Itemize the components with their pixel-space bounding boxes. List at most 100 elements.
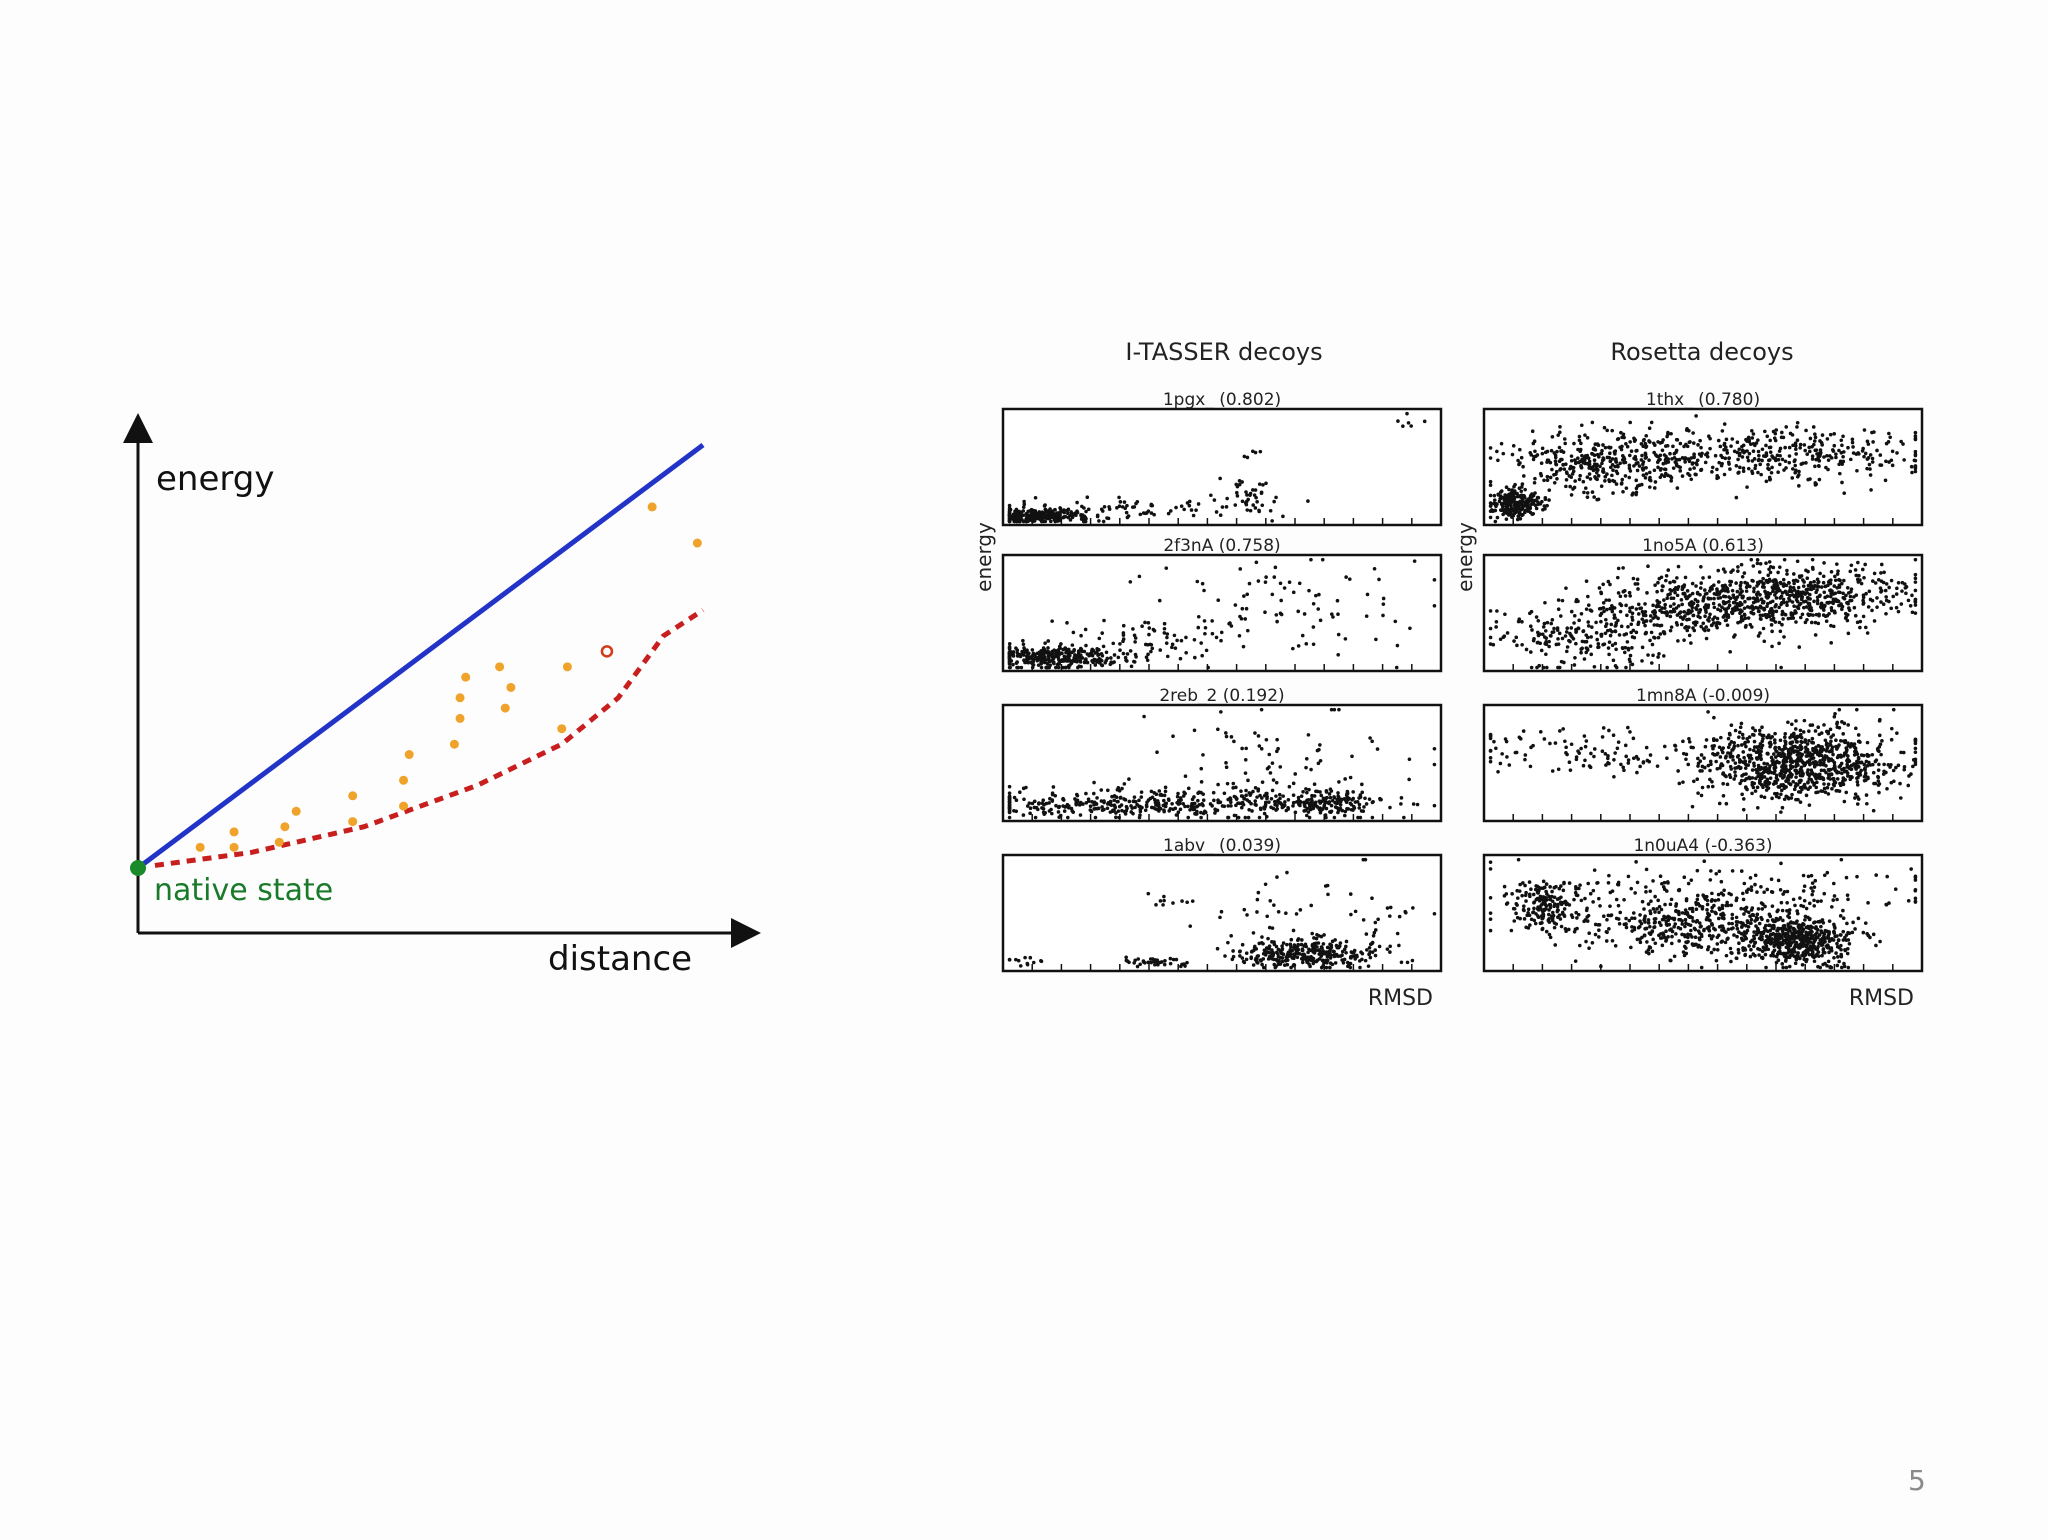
data-point: [1750, 792, 1754, 796]
data-point: [1048, 514, 1052, 518]
data-point: [1368, 736, 1372, 740]
data-point: [1054, 804, 1058, 808]
data-point: [1012, 512, 1016, 516]
data-point: [1386, 906, 1390, 910]
data-point: [1742, 797, 1746, 801]
data-point: [1100, 507, 1104, 511]
data-point: [1328, 810, 1332, 814]
data-point: [1784, 425, 1788, 429]
data-point: [1614, 647, 1618, 651]
data-point: [1192, 795, 1196, 799]
data-point: [1914, 453, 1918, 457]
data-point: [1825, 601, 1829, 605]
data-point: [1694, 414, 1698, 418]
data-point: [1650, 661, 1654, 665]
data-point: [1133, 660, 1137, 664]
data-point: [1630, 493, 1634, 497]
data-point: [1741, 736, 1745, 740]
data-point: [1894, 766, 1898, 770]
data-point: [1776, 571, 1780, 575]
panel-title: 2f3nA (0.758): [1163, 536, 1280, 556]
data-point: [1489, 494, 1493, 498]
data-point: [1256, 954, 1260, 958]
data-point: [1714, 760, 1718, 764]
data-point: [1517, 620, 1521, 624]
data-point: [1541, 447, 1545, 451]
data-point: [1265, 795, 1269, 799]
data-point: [1630, 449, 1634, 453]
data-point: [1313, 944, 1317, 948]
data-point: [1369, 956, 1373, 960]
data-point: [1188, 500, 1192, 504]
data-point: [1725, 449, 1729, 453]
data-point: [1100, 663, 1104, 667]
data-point: [1876, 779, 1880, 783]
panel-title: 1pgx_ (0.802): [1163, 390, 1281, 410]
data-point: [1841, 779, 1845, 783]
data-point: [1785, 569, 1789, 573]
data-point: [1829, 578, 1833, 582]
data-point: [1805, 605, 1809, 609]
data-point: [1641, 444, 1645, 448]
data-point: [1600, 484, 1604, 488]
data-point: [1547, 498, 1551, 502]
data-point: [1607, 478, 1611, 482]
data-point: [1704, 625, 1708, 629]
data-point: [1648, 440, 1652, 444]
data-point: [1312, 625, 1316, 629]
data-point: [1704, 745, 1708, 749]
data-point: [1796, 438, 1800, 442]
data-point: [1770, 623, 1774, 627]
decoy-point: [196, 843, 205, 852]
data-point: [1244, 771, 1248, 775]
data-point: [1579, 448, 1583, 452]
data-point: [1565, 650, 1569, 654]
data-point: [1202, 589, 1206, 593]
data-point: [1275, 781, 1279, 785]
data-point: [1281, 794, 1285, 798]
data-point: [1760, 597, 1764, 601]
data-point: [1532, 458, 1536, 462]
data-point: [1239, 789, 1243, 793]
data-point: [1766, 596, 1770, 600]
data-point: [1261, 942, 1265, 946]
data-point: [1854, 747, 1858, 751]
data-point: [1752, 449, 1756, 453]
data-point: [1650, 631, 1654, 635]
data-point: [1586, 595, 1590, 599]
data-point: [1818, 572, 1822, 576]
data-point: [1008, 651, 1012, 655]
data-point: [1910, 465, 1914, 469]
data-point: [1064, 651, 1068, 655]
native-state-point: [130, 860, 146, 876]
data-point: [1869, 598, 1873, 602]
data-point: [1164, 566, 1168, 570]
data-point: [1382, 597, 1386, 601]
data-point: [1885, 599, 1889, 603]
data-point: [1539, 502, 1543, 506]
data-point: [1895, 606, 1899, 610]
data-point: [1611, 468, 1615, 472]
data-point: [1561, 463, 1565, 467]
data-point: [1603, 479, 1607, 483]
data-point: [1296, 938, 1300, 942]
data-point: [1828, 750, 1832, 754]
data-point: [1914, 747, 1918, 751]
data-point: [1754, 464, 1758, 468]
data-point: [1329, 947, 1333, 951]
data-point: [1879, 753, 1883, 757]
data-point: [1433, 578, 1437, 582]
data-point: [1350, 950, 1354, 954]
data-point: [1322, 797, 1326, 801]
data-point: [1872, 809, 1876, 813]
data-point: [1511, 496, 1515, 500]
data-point: [1366, 593, 1370, 597]
data-point: [1824, 771, 1828, 775]
data-point: [1826, 745, 1830, 749]
data-point: [1689, 477, 1693, 481]
data-point: [1289, 938, 1293, 942]
data-point: [1867, 442, 1871, 446]
data-point: [1406, 961, 1410, 965]
data-point: [1719, 755, 1723, 759]
data-point: [1890, 579, 1894, 583]
